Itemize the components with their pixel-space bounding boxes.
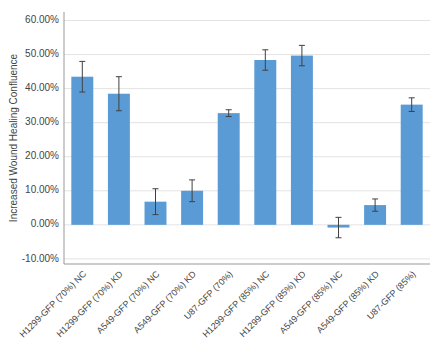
grid-line (64, 258, 430, 259)
x-tick-label: A549-GFP (85%) KD (315, 269, 382, 336)
chart: -10.00% 0.00% 10.00% 20.00% 30.00% 40.00% 50.0… (0, 0, 440, 364)
y-tick-label: 50.00% (25, 48, 59, 59)
error-bar (153, 189, 159, 215)
bar (401, 105, 423, 225)
y-tick-label: 0.00% (31, 218, 59, 229)
error-bar (299, 45, 305, 65)
x-tick-label: A549-GFP (70%) NC (95, 269, 162, 336)
error-bar (262, 50, 268, 70)
y-axis-label: Increased Wound Healing Confluence (8, 53, 19, 222)
x-tick-label: H1299-GFP (70%) NC (18, 269, 89, 340)
y-tick-label: -10.00% (22, 253, 59, 264)
y-tick-label: 10.00% (25, 184, 59, 195)
x-tick-label: A549-GFP (85%) NC (278, 269, 345, 336)
error-bar (189, 180, 195, 202)
x-tick-label: H1299-GFP (85%) KD (238, 269, 309, 340)
error-bar (116, 77, 122, 111)
grid-line (64, 54, 430, 55)
grid (64, 21, 430, 259)
y-tick-label: 30.00% (25, 116, 59, 127)
bars (71, 45, 422, 237)
error-bar (409, 98, 415, 112)
y-tick-label: 40.00% (25, 82, 59, 93)
y-tick-label: 20.00% (25, 150, 59, 161)
bar (218, 113, 240, 225)
x-tick-label: U87-GFP (85%) (365, 269, 418, 322)
bar (254, 60, 276, 225)
bar (291, 56, 313, 225)
x-tick-label: H1299-GFP (70%) KD (55, 269, 126, 340)
bar (71, 77, 93, 225)
x-tick-label: H1299-GFP (85%) NC (201, 269, 272, 340)
error-bar (226, 110, 232, 117)
x-tick-label: A549-GFP (70%) KD (132, 269, 199, 336)
error-bar (79, 61, 85, 92)
x-axis-line (64, 264, 430, 265)
y-axis-line (64, 12, 65, 264)
error-bar (336, 217, 342, 237)
grid-line (64, 20, 430, 21)
error-bar (372, 199, 378, 211)
bar (108, 94, 130, 225)
y-tick-label: 60.00% (25, 14, 59, 25)
